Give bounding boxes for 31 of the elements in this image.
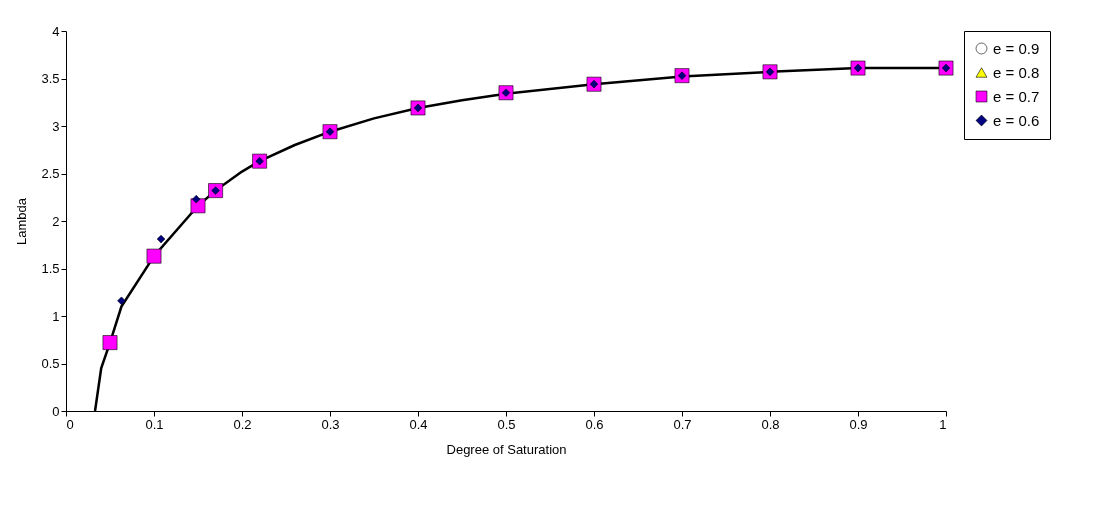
x-tick-label: 0.3 (321, 416, 340, 432)
legend-label: e = 0.7 (993, 87, 1040, 105)
x-tick-label: 0 (66, 416, 74, 432)
legend-label: e = 0.9 (993, 39, 1040, 57)
y-tick-label: 1.5 (41, 261, 60, 276)
x-tick-label: 0.6 (585, 416, 604, 432)
legend-label: e = 0.6 (993, 111, 1040, 129)
point (192, 194, 201, 204)
x-tick-label: 0.1 (145, 416, 164, 432)
x-tick-label: 0.4 (409, 416, 428, 432)
point (102, 335, 118, 350)
x-tick-label: 1 (939, 416, 947, 432)
point (146, 248, 162, 264)
x-tick-label: 0.2 (233, 416, 252, 432)
x-tick-label: 0.5 (497, 416, 516, 432)
point (117, 296, 126, 305)
y-tick-label: 4 (52, 23, 60, 39)
y-tick-label: 1 (52, 308, 60, 324)
legend-label: e = 0.8 (993, 63, 1040, 81)
y-tick-label: 0 (52, 403, 60, 419)
x-tick-label: 0.9 (849, 416, 868, 432)
y-axis-title: Lambda (14, 197, 30, 245)
x-tick-label: 0.7 (673, 416, 692, 432)
y-tick-label: 3.5 (41, 71, 60, 86)
y-tick-label: 2 (52, 213, 60, 229)
x-tick-label: 0.8 (761, 416, 780, 432)
y-tick-label: 2.5 (41, 166, 60, 181)
y-tick-label: 3 (52, 118, 60, 134)
y-tick-label: 0.5 (41, 356, 60, 371)
point (156, 234, 166, 244)
x-axis-title: Degree of Saturation (446, 441, 567, 457)
